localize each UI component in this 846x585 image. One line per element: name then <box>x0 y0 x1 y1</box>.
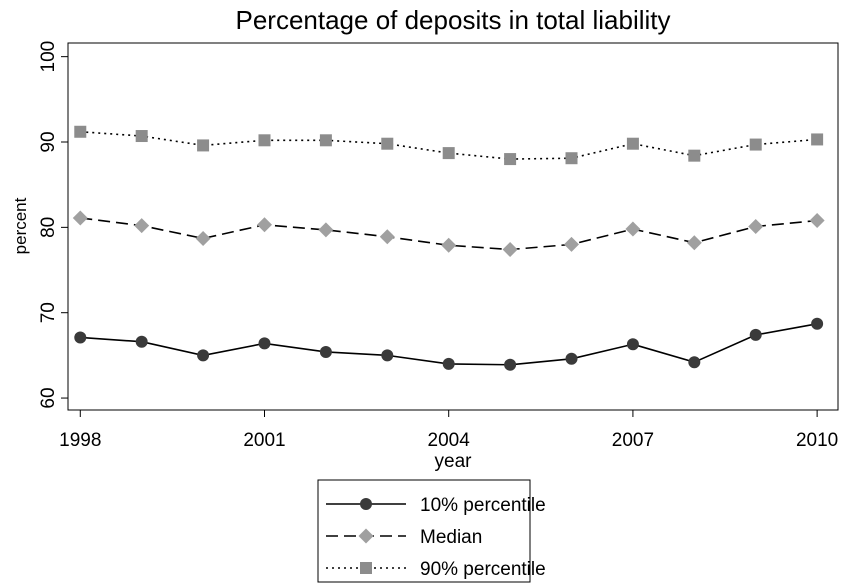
chart-title: Percentage of deposits in total liabilit… <box>235 5 670 35</box>
marker <box>197 349 210 362</box>
marker <box>256 217 272 233</box>
marker <box>381 349 394 362</box>
marker <box>360 562 372 574</box>
plot-frame <box>67 42 839 411</box>
marker <box>504 358 517 371</box>
y-tick-label: 60 <box>38 387 59 408</box>
marker <box>626 137 639 150</box>
y-tick-label: 100 <box>38 41 59 73</box>
marker <box>809 213 825 229</box>
marker <box>74 125 87 138</box>
marker <box>72 210 88 226</box>
y-tick-label: 90 <box>38 131 59 152</box>
y-tick-label: 80 <box>38 217 59 238</box>
marker <box>381 137 394 150</box>
legend-label: 90% percentile <box>420 559 546 580</box>
marker <box>74 331 87 344</box>
y-axis-label: percent <box>11 197 30 254</box>
marker <box>748 219 764 234</box>
marker <box>749 138 762 151</box>
x-axis-label: year <box>435 451 473 472</box>
marker <box>565 152 578 165</box>
marker <box>318 222 334 238</box>
marker <box>358 528 374 544</box>
marker <box>749 328 762 341</box>
legend-label: Median <box>420 527 482 548</box>
legend-label: 10% percentile <box>420 495 546 516</box>
marker <box>258 337 271 350</box>
marker <box>441 237 457 253</box>
marker <box>686 235 702 251</box>
marker <box>258 134 271 147</box>
marker <box>319 345 332 358</box>
marker <box>442 357 455 370</box>
marker <box>688 356 701 369</box>
marker <box>504 153 517 166</box>
marker <box>442 147 455 160</box>
x-tick-label: 2007 <box>612 430 654 451</box>
marker <box>360 498 372 510</box>
marker <box>319 134 332 147</box>
marker <box>195 230 211 246</box>
x-tick-label: 2001 <box>243 430 285 451</box>
marker <box>134 218 150 234</box>
marker <box>379 229 395 245</box>
marker <box>625 221 641 237</box>
y-tick-label: 70 <box>38 302 59 323</box>
legend <box>317 479 531 583</box>
marker <box>502 242 518 258</box>
x-tick-label: 2004 <box>428 430 471 451</box>
marker <box>135 335 148 348</box>
x-tick-label: 1998 <box>59 430 101 451</box>
marker <box>811 317 824 330</box>
marker <box>565 352 578 365</box>
marker <box>197 139 210 152</box>
x-tick-label: 2010 <box>796 430 838 451</box>
marker <box>626 338 639 351</box>
marker <box>135 130 148 143</box>
marker <box>811 133 824 146</box>
marker <box>564 236 580 252</box>
marker <box>688 149 701 162</box>
